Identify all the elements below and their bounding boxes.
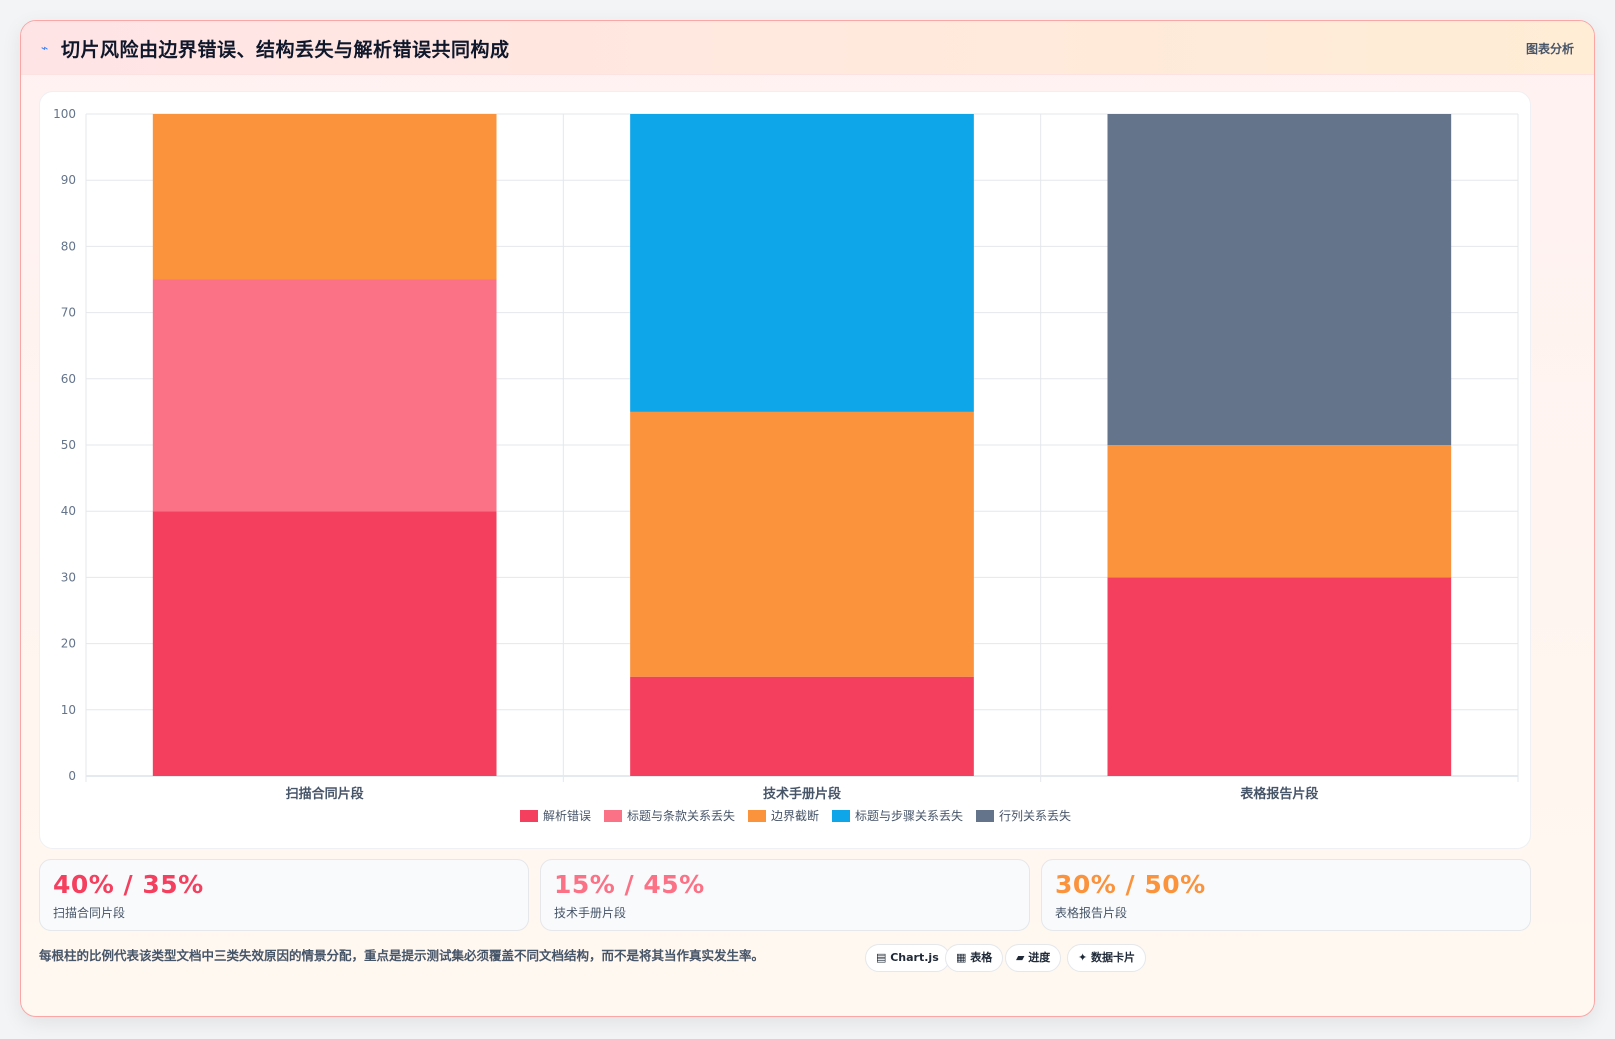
bar-segment	[1107, 445, 1452, 578]
y-tick-label: 0	[68, 769, 76, 783]
sparkle-icon: ✦	[1078, 951, 1092, 964]
legend-label: 解析错误	[543, 809, 591, 823]
legend-swatch	[604, 810, 622, 822]
chart-icon: ▤	[876, 951, 891, 964]
stat-label: 表格报告片段	[1055, 906, 1128, 920]
chip-label: 数据卡片	[1091, 951, 1136, 964]
y-tick-label: 100	[53, 107, 76, 121]
chip-progress[interactable]: ▰ 进度	[1005, 944, 1062, 972]
legend-label: 行列关系丢失	[999, 808, 1071, 823]
chip-label: Chart.js	[890, 951, 939, 964]
lightning-icon: ⌁	[41, 41, 49, 55]
y-tick-label: 30	[61, 570, 76, 584]
y-tick-label: 50	[61, 438, 76, 452]
stat-value: 15% / 45%	[554, 870, 705, 899]
legend-swatch	[976, 810, 994, 822]
stat-value: 40% / 35%	[53, 870, 204, 899]
footnote: 每根柱的比例代表该类型文档中三类失效原因的情景分配，重点是提示测试集必须覆盖不同…	[39, 948, 765, 963]
legend-label: 标题与步骤关系丢失	[855, 808, 963, 823]
stat-card: 40% / 35% 扫描合同片段	[39, 859, 529, 931]
y-tick-label: 10	[61, 703, 76, 717]
progress-icon: ▰	[1016, 951, 1029, 964]
x-tick-label: 表格报告片段	[1239, 786, 1318, 802]
bar-segment	[1107, 577, 1452, 776]
legend-label: 标题与条款关系丢失	[627, 808, 735, 823]
x-tick-label: 技术手册片段	[763, 786, 841, 802]
bar-segment	[630, 411, 974, 677]
bar-segment	[630, 114, 974, 412]
y-tick-label: 80	[61, 239, 76, 253]
bar-segment	[152, 279, 497, 512]
y-tick-label: 60	[61, 372, 76, 386]
legend-swatch	[748, 810, 766, 822]
stat-cards: 40% / 35% 扫描合同片段 15% / 45% 技术手册片段 30% / …	[39, 859, 1531, 931]
chip-data-card[interactable]: ✦ 数据卡片	[1067, 944, 1147, 972]
page-title: 切片风险由边界错误、结构丢失与解析错误共同构成	[61, 39, 510, 61]
bar-segment	[1107, 114, 1452, 445]
table-icon: ▦	[956, 951, 971, 964]
legend-label: 边界截断	[771, 808, 819, 823]
stat-label: 技术手册片段	[554, 906, 627, 920]
stat-value: 30% / 50%	[1055, 870, 1206, 899]
chip-label: 表格	[970, 951, 993, 964]
chip-table[interactable]: ▦ 表格	[945, 944, 1004, 972]
header-tag: 图表分析	[1525, 42, 1574, 56]
y-tick-label: 90	[61, 173, 76, 187]
y-tick-label: 20	[61, 637, 76, 651]
legend-swatch	[832, 810, 850, 822]
card-header: ⌁ 切片风险由边界错误、结构丢失与解析错误共同构成 图表分析	[21, 21, 1594, 75]
chart-container: 0 10 20 30 40 50 60 70 80 90 100 扫描合同片段 技术手册片段 表格报告片段…	[39, 91, 1531, 849]
bar-segment	[630, 676, 974, 776]
stat-card: 15% / 45% 技术手册片段	[540, 859, 1030, 931]
stacked-bar-chart: 0 10 20 30 40 50 60 70 80 90 100 扫描合同片段 技术手册片段 表格报告片段…	[53, 107, 1519, 823]
stat-label: 扫描合同片段	[53, 906, 126, 920]
x-tick-label: 扫描合同片段	[286, 786, 364, 802]
chip-chartjs[interactable]: ▤ Chart.js	[865, 944, 950, 972]
chart-card: ⌁ 切片风险由边界错误、结构丢失与解析错误共同构成 图表分析 0 10 20 30 40…	[20, 20, 1595, 1017]
legend-swatch	[520, 810, 538, 822]
stat-card: 30% / 50% 表格报告片段	[1041, 859, 1531, 931]
y-tick-label: 70	[61, 306, 76, 320]
chip-label: 进度	[1028, 951, 1051, 964]
bar-segment	[152, 114, 497, 280]
y-tick-label: 40	[61, 504, 76, 518]
bar-segment	[152, 511, 497, 776]
